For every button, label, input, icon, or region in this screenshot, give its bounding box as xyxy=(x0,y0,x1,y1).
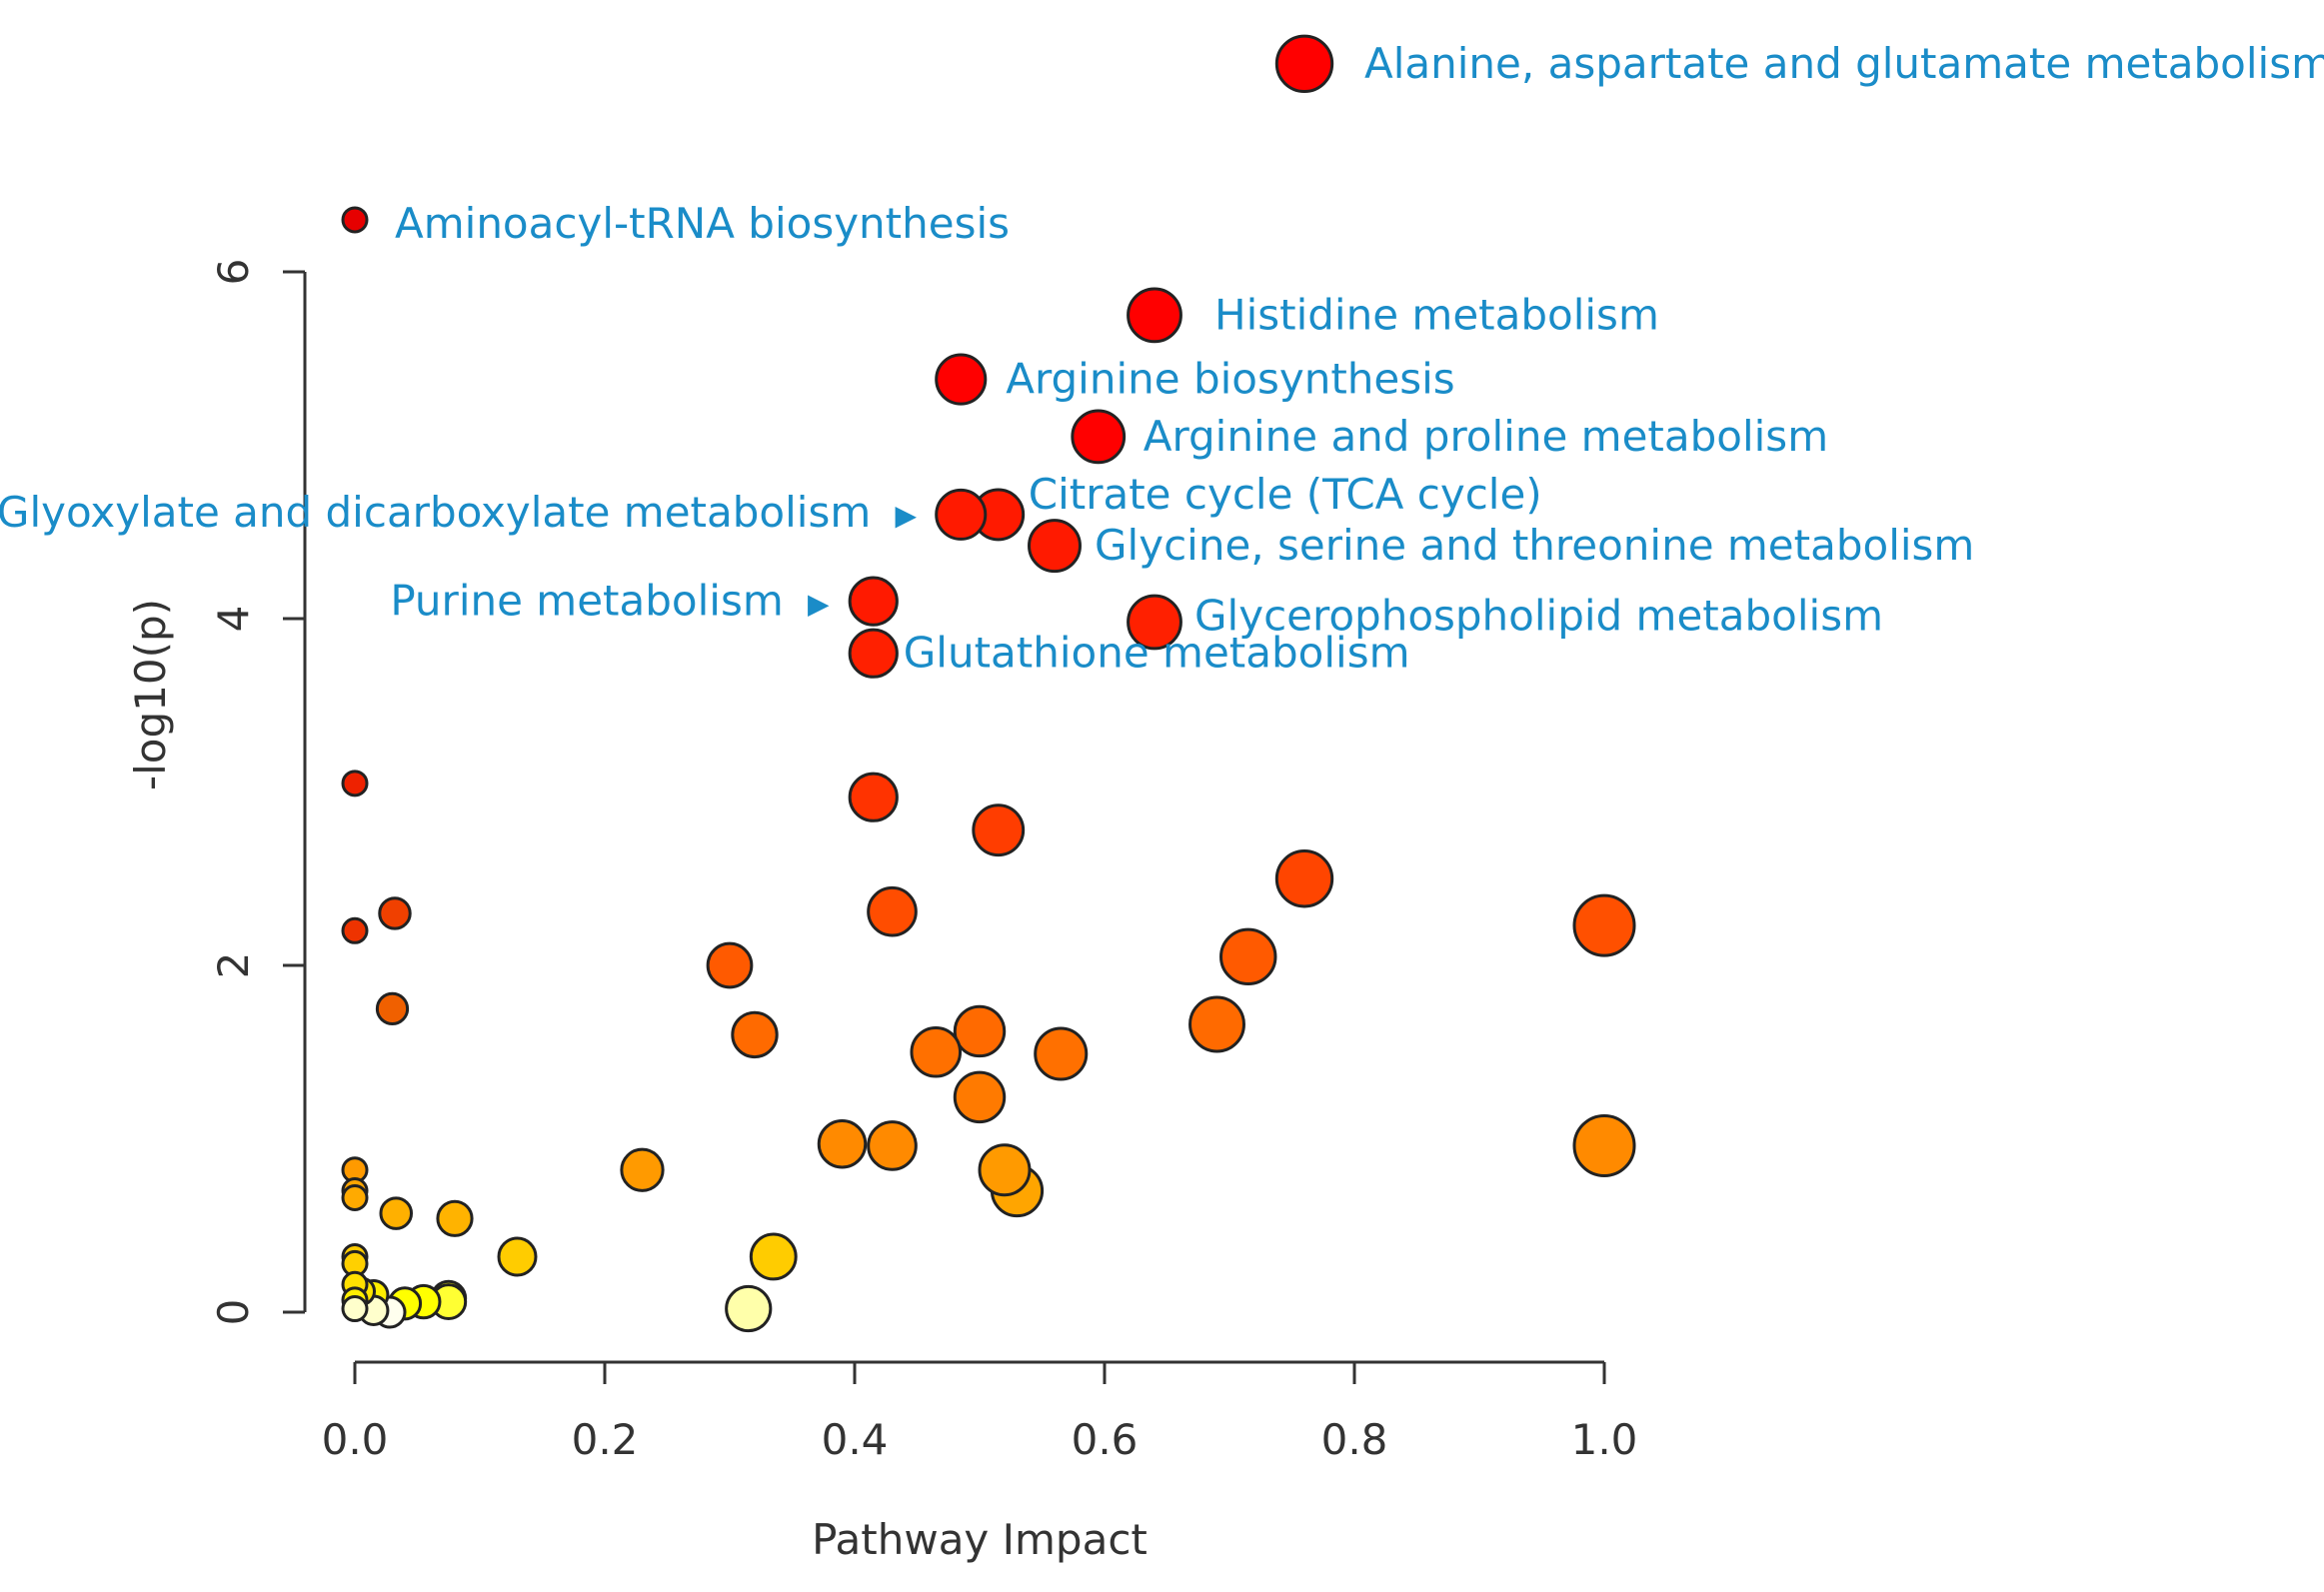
axes: 0.0 0.2 0.4 0.6 0.8 1.0 0 2 4 6 Pathway Impact -… xyxy=(126,259,1637,1564)
pathway-label: Aminoacyl-tRNA biosynthesis xyxy=(395,199,1010,248)
data-point xyxy=(910,1025,963,1078)
data-point xyxy=(378,896,412,930)
annotated-point xyxy=(341,206,369,234)
data-point xyxy=(375,991,410,1025)
x-tick-label: 0.8 xyxy=(1321,1415,1388,1464)
data-point xyxy=(1188,995,1245,1053)
pathway-label: Alanine, aspartate and glutamate metabol… xyxy=(1364,39,2324,88)
annotated-point xyxy=(1071,409,1127,465)
data-point xyxy=(1034,1026,1089,1081)
annotated-pathways: Alanine, aspartate and glutamate metabol… xyxy=(0,34,2324,679)
data-point xyxy=(341,1295,369,1323)
data-point xyxy=(978,1143,1032,1197)
pathway-label-arrow: ▶ xyxy=(808,588,830,621)
annotated-point xyxy=(1028,519,1082,574)
y-tick-label: 4 xyxy=(209,606,258,633)
data-point xyxy=(953,1004,1007,1058)
pathway-label-arrow: ▶ xyxy=(895,499,917,532)
pathway-label: Arginine biosynthesis xyxy=(1006,355,1454,404)
data-point xyxy=(341,916,369,944)
data-point xyxy=(620,1147,665,1192)
x-tick-label: 0.0 xyxy=(322,1415,389,1464)
data-point xyxy=(817,1118,868,1169)
data-point xyxy=(953,1070,1007,1124)
y-tick-label: 2 xyxy=(209,952,258,979)
annotated-point xyxy=(1274,34,1334,93)
data-point xyxy=(706,941,754,989)
data-point xyxy=(867,1120,918,1171)
data-point xyxy=(972,803,1026,857)
data-point xyxy=(1274,849,1334,908)
pathway-label: Glycerophospholipid metabolism xyxy=(1194,591,1883,640)
data-point xyxy=(341,1183,369,1211)
y-tick-label: 0 xyxy=(209,1299,258,1326)
data-point xyxy=(341,770,369,797)
x-tick-label: 1.0 xyxy=(1571,1415,1638,1464)
pathway-label: Glycine, serine and threonine metabolism xyxy=(1095,521,1974,570)
y-tick-label: 6 xyxy=(209,259,258,286)
x-tick-label: 0.2 xyxy=(572,1415,639,1464)
x-tick-label: 0.4 xyxy=(822,1415,889,1464)
data-point xyxy=(725,1284,773,1333)
data-point xyxy=(848,772,899,822)
data-point xyxy=(497,1236,538,1277)
data-point xyxy=(1572,893,1636,957)
annotated-point xyxy=(1127,594,1182,651)
data-point xyxy=(436,1199,474,1237)
pathway-label: Glutathione metabolism xyxy=(904,629,1410,678)
pathway-label: Glyoxylate and dicarboxylate metabolism xyxy=(0,488,871,537)
annotated-point xyxy=(848,576,899,627)
x-axis-ticks: 0.0 0.2 0.4 0.6 0.8 1.0 xyxy=(322,1362,1638,1464)
pathway-label: Histidine metabolism xyxy=(1214,290,1659,339)
data-point xyxy=(867,885,918,937)
x-axis-title: Pathway Impact xyxy=(812,1515,1148,1564)
pathway-label: Citrate cycle (TCA cycle) xyxy=(1029,470,1542,519)
pathway-label: Arginine and proline metabolism xyxy=(1144,412,1828,461)
pathway-label: Purine metabolism xyxy=(390,577,783,626)
data-point xyxy=(1572,1113,1636,1177)
annotated-point xyxy=(848,628,899,679)
data-points xyxy=(341,770,1636,1333)
data-point xyxy=(1219,927,1277,986)
x-tick-label: 0.6 xyxy=(1072,1415,1139,1464)
annotated-point xyxy=(935,488,988,541)
annotated-point xyxy=(935,353,988,406)
annotated-point xyxy=(1127,287,1182,344)
data-point xyxy=(731,1010,779,1059)
data-point xyxy=(749,1232,798,1281)
y-axis-title: -log10(p) xyxy=(126,599,175,791)
data-point xyxy=(379,1196,414,1230)
y-axis-ticks: 0 2 4 6 xyxy=(209,259,305,1326)
